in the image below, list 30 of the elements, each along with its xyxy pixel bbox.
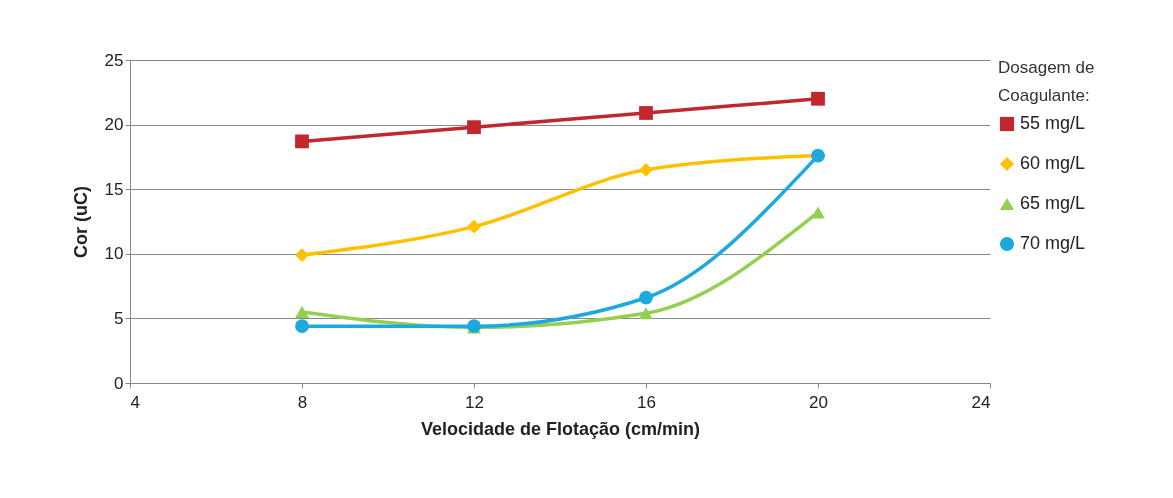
x-tick-label: 4 xyxy=(130,392,140,412)
y-tick-label: 25 xyxy=(104,50,124,70)
y-tick-label: 5 xyxy=(114,308,124,328)
y-tick-label: 10 xyxy=(104,244,124,264)
x-tick-label: 24 xyxy=(971,392,991,412)
point xyxy=(295,319,309,334)
x-tick-label: 16 xyxy=(637,392,656,412)
legend-label: 55 mg/L xyxy=(1020,113,1086,133)
point xyxy=(639,162,653,177)
point xyxy=(639,307,653,320)
y-tick-label: 20 xyxy=(104,115,124,135)
legend-label: 65 mg/L xyxy=(1020,193,1086,213)
legend-label: 70 mg/L xyxy=(1020,233,1086,253)
point xyxy=(467,219,481,234)
legend-label: 60 mg/L xyxy=(1020,153,1086,173)
x-tick-label: 8 xyxy=(297,392,308,412)
point xyxy=(811,206,825,219)
x-tick-label: 20 xyxy=(809,392,828,412)
point xyxy=(295,134,309,149)
legend-title: Dosagem de Coagulante: xyxy=(998,58,1095,105)
point xyxy=(811,91,825,106)
point xyxy=(639,106,653,120)
point xyxy=(467,120,481,135)
point xyxy=(639,290,653,305)
y-tick-label: 15 xyxy=(104,179,124,199)
y-tick-label: 0 xyxy=(114,373,124,393)
point xyxy=(295,305,309,318)
x-axis-title: Velocidade de Flotação (cm/min) xyxy=(420,418,701,439)
y-axis-title: Cor (uC) xyxy=(70,186,91,258)
x-tick-label: 12 xyxy=(465,392,484,412)
